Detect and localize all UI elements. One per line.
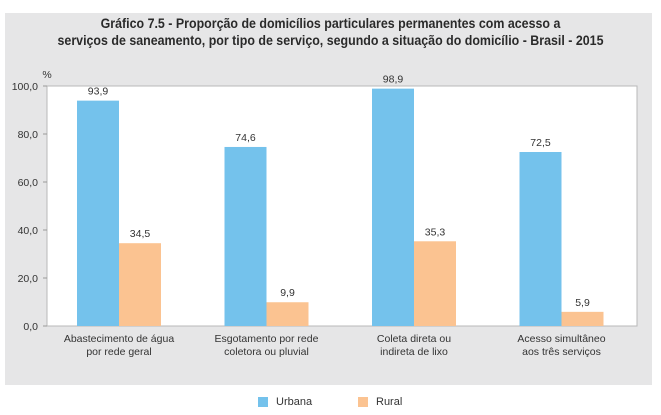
bars xyxy=(77,88,604,326)
bar-urbana-1 xyxy=(224,146,267,326)
legend-swatch xyxy=(258,397,268,407)
y-tick-label: 60,0 xyxy=(18,177,39,189)
y-axis-unit: % xyxy=(42,69,51,81)
legend-label: Rural xyxy=(376,396,403,408)
data-label-urbana-3: 72,5 xyxy=(530,137,551,149)
x-category-label: aos três serviços xyxy=(522,346,601,358)
y-axis: 0,0 20,0 40,0 60,0 80,0 100,0 xyxy=(12,81,47,333)
legend-item-rural: Rural xyxy=(358,396,402,408)
bar-rural-0 xyxy=(119,243,161,326)
data-label-rural-2: 35,3 xyxy=(425,226,446,238)
y-tick-label: 80,0 xyxy=(18,129,39,141)
data-label-rural-1: 9,9 xyxy=(280,287,295,299)
chart-title-line-2: serviços de saneamento, por tipo de serv… xyxy=(57,33,604,48)
chart-title: Gráfico 7.5 - Proporção de domicílios pa… xyxy=(26,15,634,49)
bar-urbana-2 xyxy=(372,88,414,326)
legend-swatch xyxy=(358,397,368,407)
x-category-label: Acesso simultâneo xyxy=(517,333,605,345)
legend: Urbana Rural xyxy=(0,396,661,412)
x-category-label: Esgotamento por rede xyxy=(215,333,319,345)
data-labels: 93,9 34,5 74,6 9,9 98,9 35,3 72,5 5,9 xyxy=(88,74,590,309)
data-label-rural-3: 5,9 xyxy=(575,297,590,309)
x-category-label: indireta de lixo xyxy=(380,346,448,358)
x-category-label: Coleta direta ou xyxy=(377,333,451,345)
x-category-label: por rede geral xyxy=(86,346,151,358)
data-label-urbana-1: 74,6 xyxy=(235,132,256,144)
x-category-label: coletora ou pluvial xyxy=(224,346,309,358)
legend-item-urbana: Urbana xyxy=(258,396,312,408)
x-category-label: Abastecimento de água xyxy=(64,333,174,345)
data-label-rural-0: 34,5 xyxy=(130,228,151,240)
bar-rural-1 xyxy=(266,302,309,326)
y-tick-label: 40,0 xyxy=(18,225,39,237)
bar-rural-3 xyxy=(561,311,604,326)
legend-label: Urbana xyxy=(276,396,313,408)
bar-urbana-3 xyxy=(519,152,562,326)
y-tick-label: 20,0 xyxy=(18,273,39,285)
data-label-urbana-2: 98,9 xyxy=(383,74,404,86)
chart-title-line-1: Gráfico 7.5 - Proporção de domicílios pa… xyxy=(100,16,561,31)
bar-urbana-0 xyxy=(77,100,119,326)
data-label-urbana-0: 93,9 xyxy=(88,86,109,98)
y-tick-label: 0,0 xyxy=(23,321,38,333)
y-tick-label: 100,0 xyxy=(12,81,38,93)
bar-rural-2 xyxy=(414,241,456,326)
